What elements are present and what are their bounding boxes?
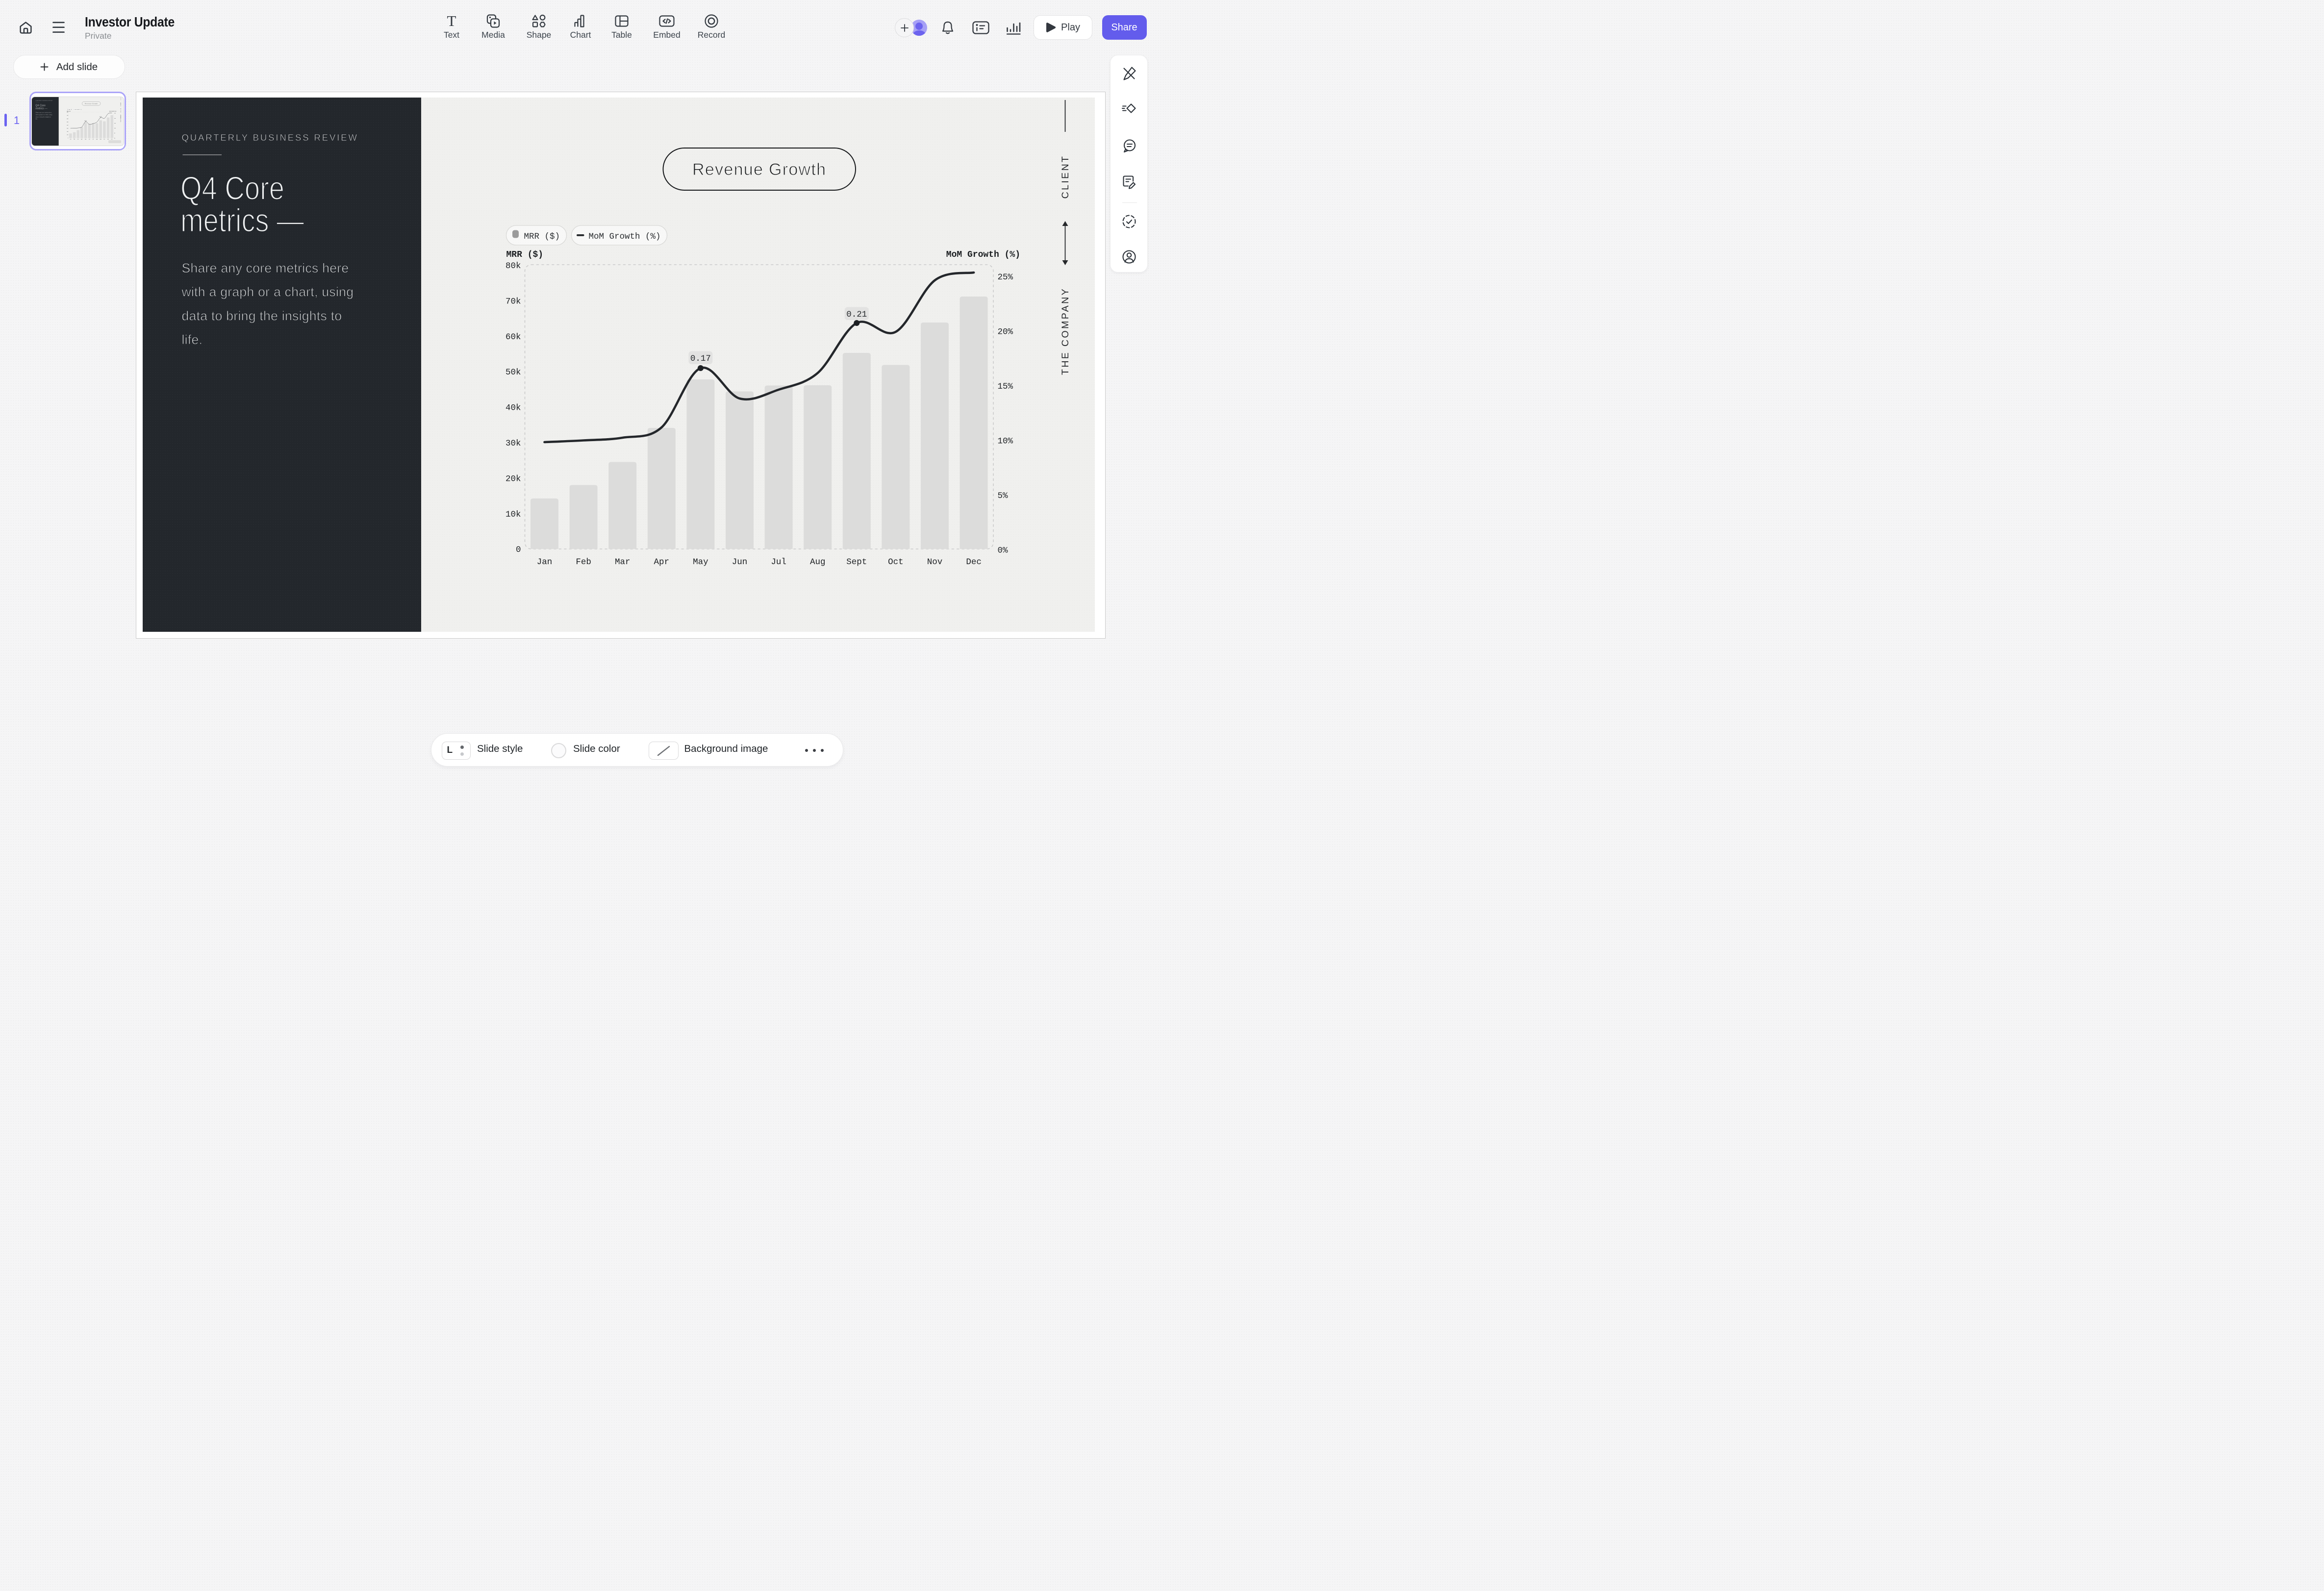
svg-text:T: T — [447, 13, 456, 29]
